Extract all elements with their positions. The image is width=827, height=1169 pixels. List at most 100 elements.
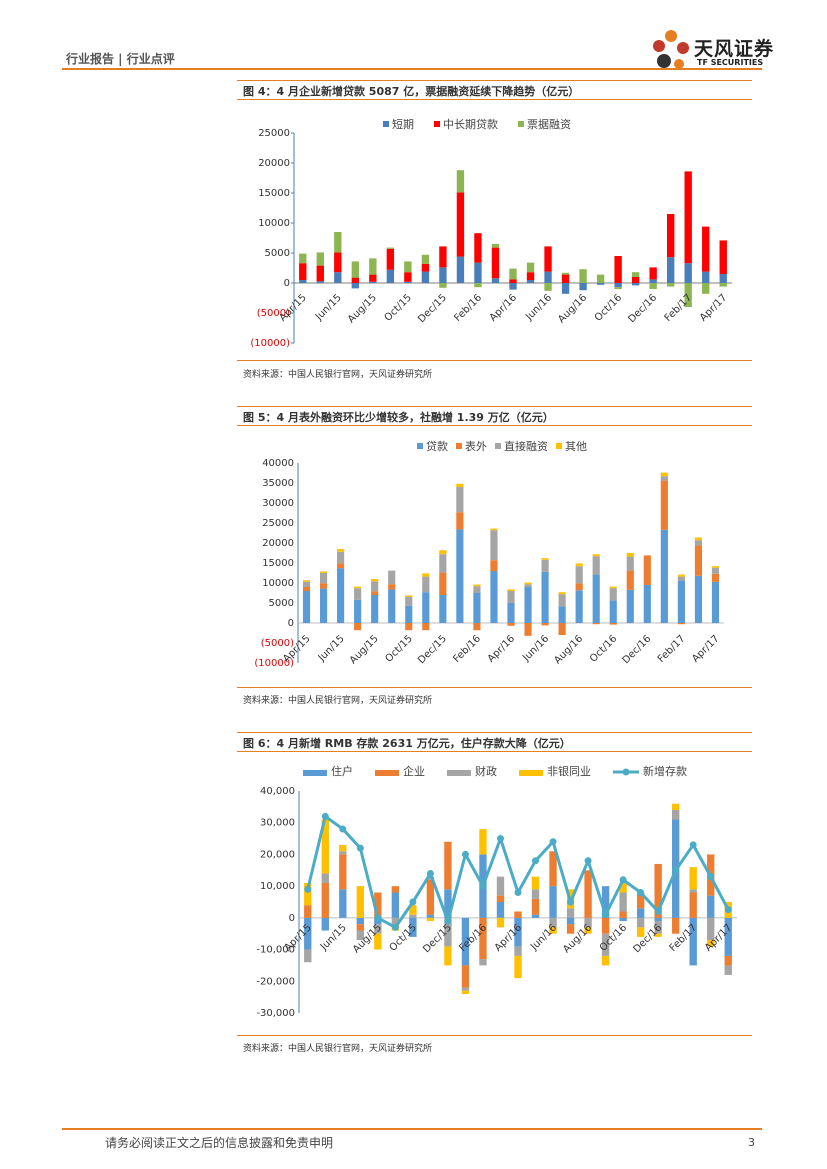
bar-票据融资-Aug/15 xyxy=(369,258,377,275)
y-tick-label: 0 xyxy=(284,278,290,289)
bar-票据融资-Mar/17 xyxy=(702,283,710,294)
logo-mark-icon xyxy=(653,30,689,69)
bar-企业-Jun/16 xyxy=(549,851,557,887)
x-tick-label: Oct/16 xyxy=(593,292,624,323)
bar-票据融资-Feb/16 xyxy=(474,283,482,288)
bar-非银同业-May/15 xyxy=(321,819,329,874)
y-tick-label: 15000 xyxy=(262,558,294,569)
bar-中长期贷款-Apr/16 xyxy=(509,279,517,283)
bar-非银同业-Mar/16 xyxy=(496,917,505,928)
bar-非银同业-Sep/16 xyxy=(601,955,610,966)
bar-非银同业-Nov/16 xyxy=(636,927,645,937)
x-tick-label: Dec/16 xyxy=(621,633,654,666)
legend-label-贷款: 贷款 xyxy=(426,439,448,453)
bar-贷款-Dec/15 xyxy=(439,595,447,623)
bar-其他-Jun/15 xyxy=(337,549,345,552)
bar-短期-Sep/15 xyxy=(386,269,395,283)
figure-4-title: 图 4：4 月企业新增贷款 5087 亿，票据融资延续下降趋势（亿元） xyxy=(243,85,580,98)
line-point-Mar/16 xyxy=(496,835,504,843)
bar-表外-Jan/16 xyxy=(456,512,464,530)
bar-企业-Jan/17 xyxy=(672,917,680,934)
bar-中长期贷款-Feb/16 xyxy=(474,233,482,263)
bar-短期-Apr/17 xyxy=(719,274,727,283)
bar-票据融资-Jul/15 xyxy=(351,261,359,278)
bar-票据融资-May/16 xyxy=(526,262,535,273)
bar-其他-May/15 xyxy=(319,571,328,573)
bar-财政-Nov/15 xyxy=(426,876,435,880)
legend-swatch-短期 xyxy=(383,121,389,127)
figure-5-source: 资料来源：中国人民银行官网，天风证券研究所 xyxy=(243,696,433,706)
bar-贷款-Jul/15 xyxy=(354,599,362,623)
y-tick-label: 25000 xyxy=(258,128,290,139)
legend-label-表外: 表外 xyxy=(465,439,487,453)
bar-住户-Jul/15 xyxy=(356,917,364,925)
legend-label-财政: 财政 xyxy=(475,764,497,778)
bar-企业-Jul/15 xyxy=(356,924,364,931)
bar-企业-Feb/16 xyxy=(479,917,487,960)
bar-非银同业-Jun/16 xyxy=(549,927,557,934)
bar-其他-Oct/16 xyxy=(609,586,617,589)
bar-财政-Oct/16 xyxy=(619,892,627,912)
legend-label-中长期贷款: 中长期贷款 xyxy=(443,117,498,131)
bar-住户-Mar/16 xyxy=(496,902,505,918)
y-tick-label: 30,000 xyxy=(260,818,295,829)
bar-贷款-Apr/17 xyxy=(711,581,720,623)
bar-票据融资-Sep/16 xyxy=(596,274,605,283)
bar-票据融资-Feb/17 xyxy=(684,283,692,307)
x-tick-label: Feb/16 xyxy=(451,633,483,665)
footer-disclaimer: 请务必阅读正文之后的信息披露和免责申明 xyxy=(105,1136,334,1150)
bar-贷款-Oct/15 xyxy=(405,605,413,623)
bar-其他-Jan/16 xyxy=(456,483,464,487)
line-point-Apr/17 xyxy=(724,906,732,914)
bar-财政-Jan/16 xyxy=(461,987,470,991)
bar-企业-Jul/16 xyxy=(566,924,575,934)
line-point-Dec/16 xyxy=(654,908,662,916)
legend-marker-新增存款 xyxy=(622,768,630,776)
bar-财政-Apr/16 xyxy=(514,946,522,956)
bar-直接融资-Aug/16 xyxy=(575,566,583,584)
figure-6-bottom-rule xyxy=(237,1035,752,1036)
line-point-Jan/17 xyxy=(672,866,680,874)
bar-直接融资-Jan/16 xyxy=(456,487,464,513)
bar-住户-Apr/17 xyxy=(724,917,732,956)
bar-票据融资-Sep/15 xyxy=(386,247,395,249)
bar-贷款-Sep/15 xyxy=(388,589,396,623)
bar-中长期贷款-Jun/16 xyxy=(544,246,552,272)
bar-其他-Apr/15 xyxy=(302,580,311,582)
bar-住户-May/15 xyxy=(321,917,329,931)
bar-短期-Feb/17 xyxy=(684,263,692,283)
line-point-Jun/16 xyxy=(549,838,557,846)
bar-其他-May/16 xyxy=(524,582,532,585)
legend-label-住户: 住户 xyxy=(331,764,353,778)
y-tick-label: -20,000 xyxy=(256,976,295,987)
bar-企业-Apr/16 xyxy=(514,911,522,918)
bar-贷款-Nov/16 xyxy=(626,589,634,623)
y-tick-label: 30000 xyxy=(262,498,294,509)
bar-短期-Nov/16 xyxy=(631,283,640,286)
x-tick-label: Aug/16 xyxy=(552,633,585,666)
bar-直接融资-Sep/15 xyxy=(388,570,396,585)
line-point-Feb/16 xyxy=(479,882,487,890)
line-point-May/16 xyxy=(532,857,540,865)
bar-住户-Dec/16 xyxy=(654,917,662,922)
bar-直接融资-Feb/16 xyxy=(473,586,481,593)
y-tick-label: 15000 xyxy=(258,188,290,199)
x-tick-label: Apr/16 xyxy=(486,633,517,664)
bar-住户-Apr/15 xyxy=(304,917,312,950)
figure-6-source: 资料来源：中国人民银行官网，天风证券研究所 xyxy=(243,1044,433,1054)
bar-票据融资-Mar/16 xyxy=(491,244,500,248)
y-tick-label: (5000) xyxy=(257,308,290,319)
bar-企业-Sep/16 xyxy=(601,917,610,934)
bar-中长期贷款-Mar/17 xyxy=(702,226,710,272)
x-tick-label: Jun/15 xyxy=(313,292,344,323)
bar-短期-Apr/15 xyxy=(299,280,307,283)
bar-财政-Jul/15 xyxy=(356,930,364,941)
line-point-Dec/15 xyxy=(444,917,452,925)
bar-贷款-Oct/16 xyxy=(609,600,617,623)
bar-贷款-Dec/16 xyxy=(643,585,651,623)
bar-其他-Oct/15 xyxy=(405,595,413,597)
figure-5-top-rule xyxy=(237,406,752,407)
x-tick-label: Jun/16 xyxy=(520,633,551,664)
bar-中长期贷款-Jul/16 xyxy=(561,274,570,283)
bar-财政-May/15 xyxy=(321,873,329,883)
